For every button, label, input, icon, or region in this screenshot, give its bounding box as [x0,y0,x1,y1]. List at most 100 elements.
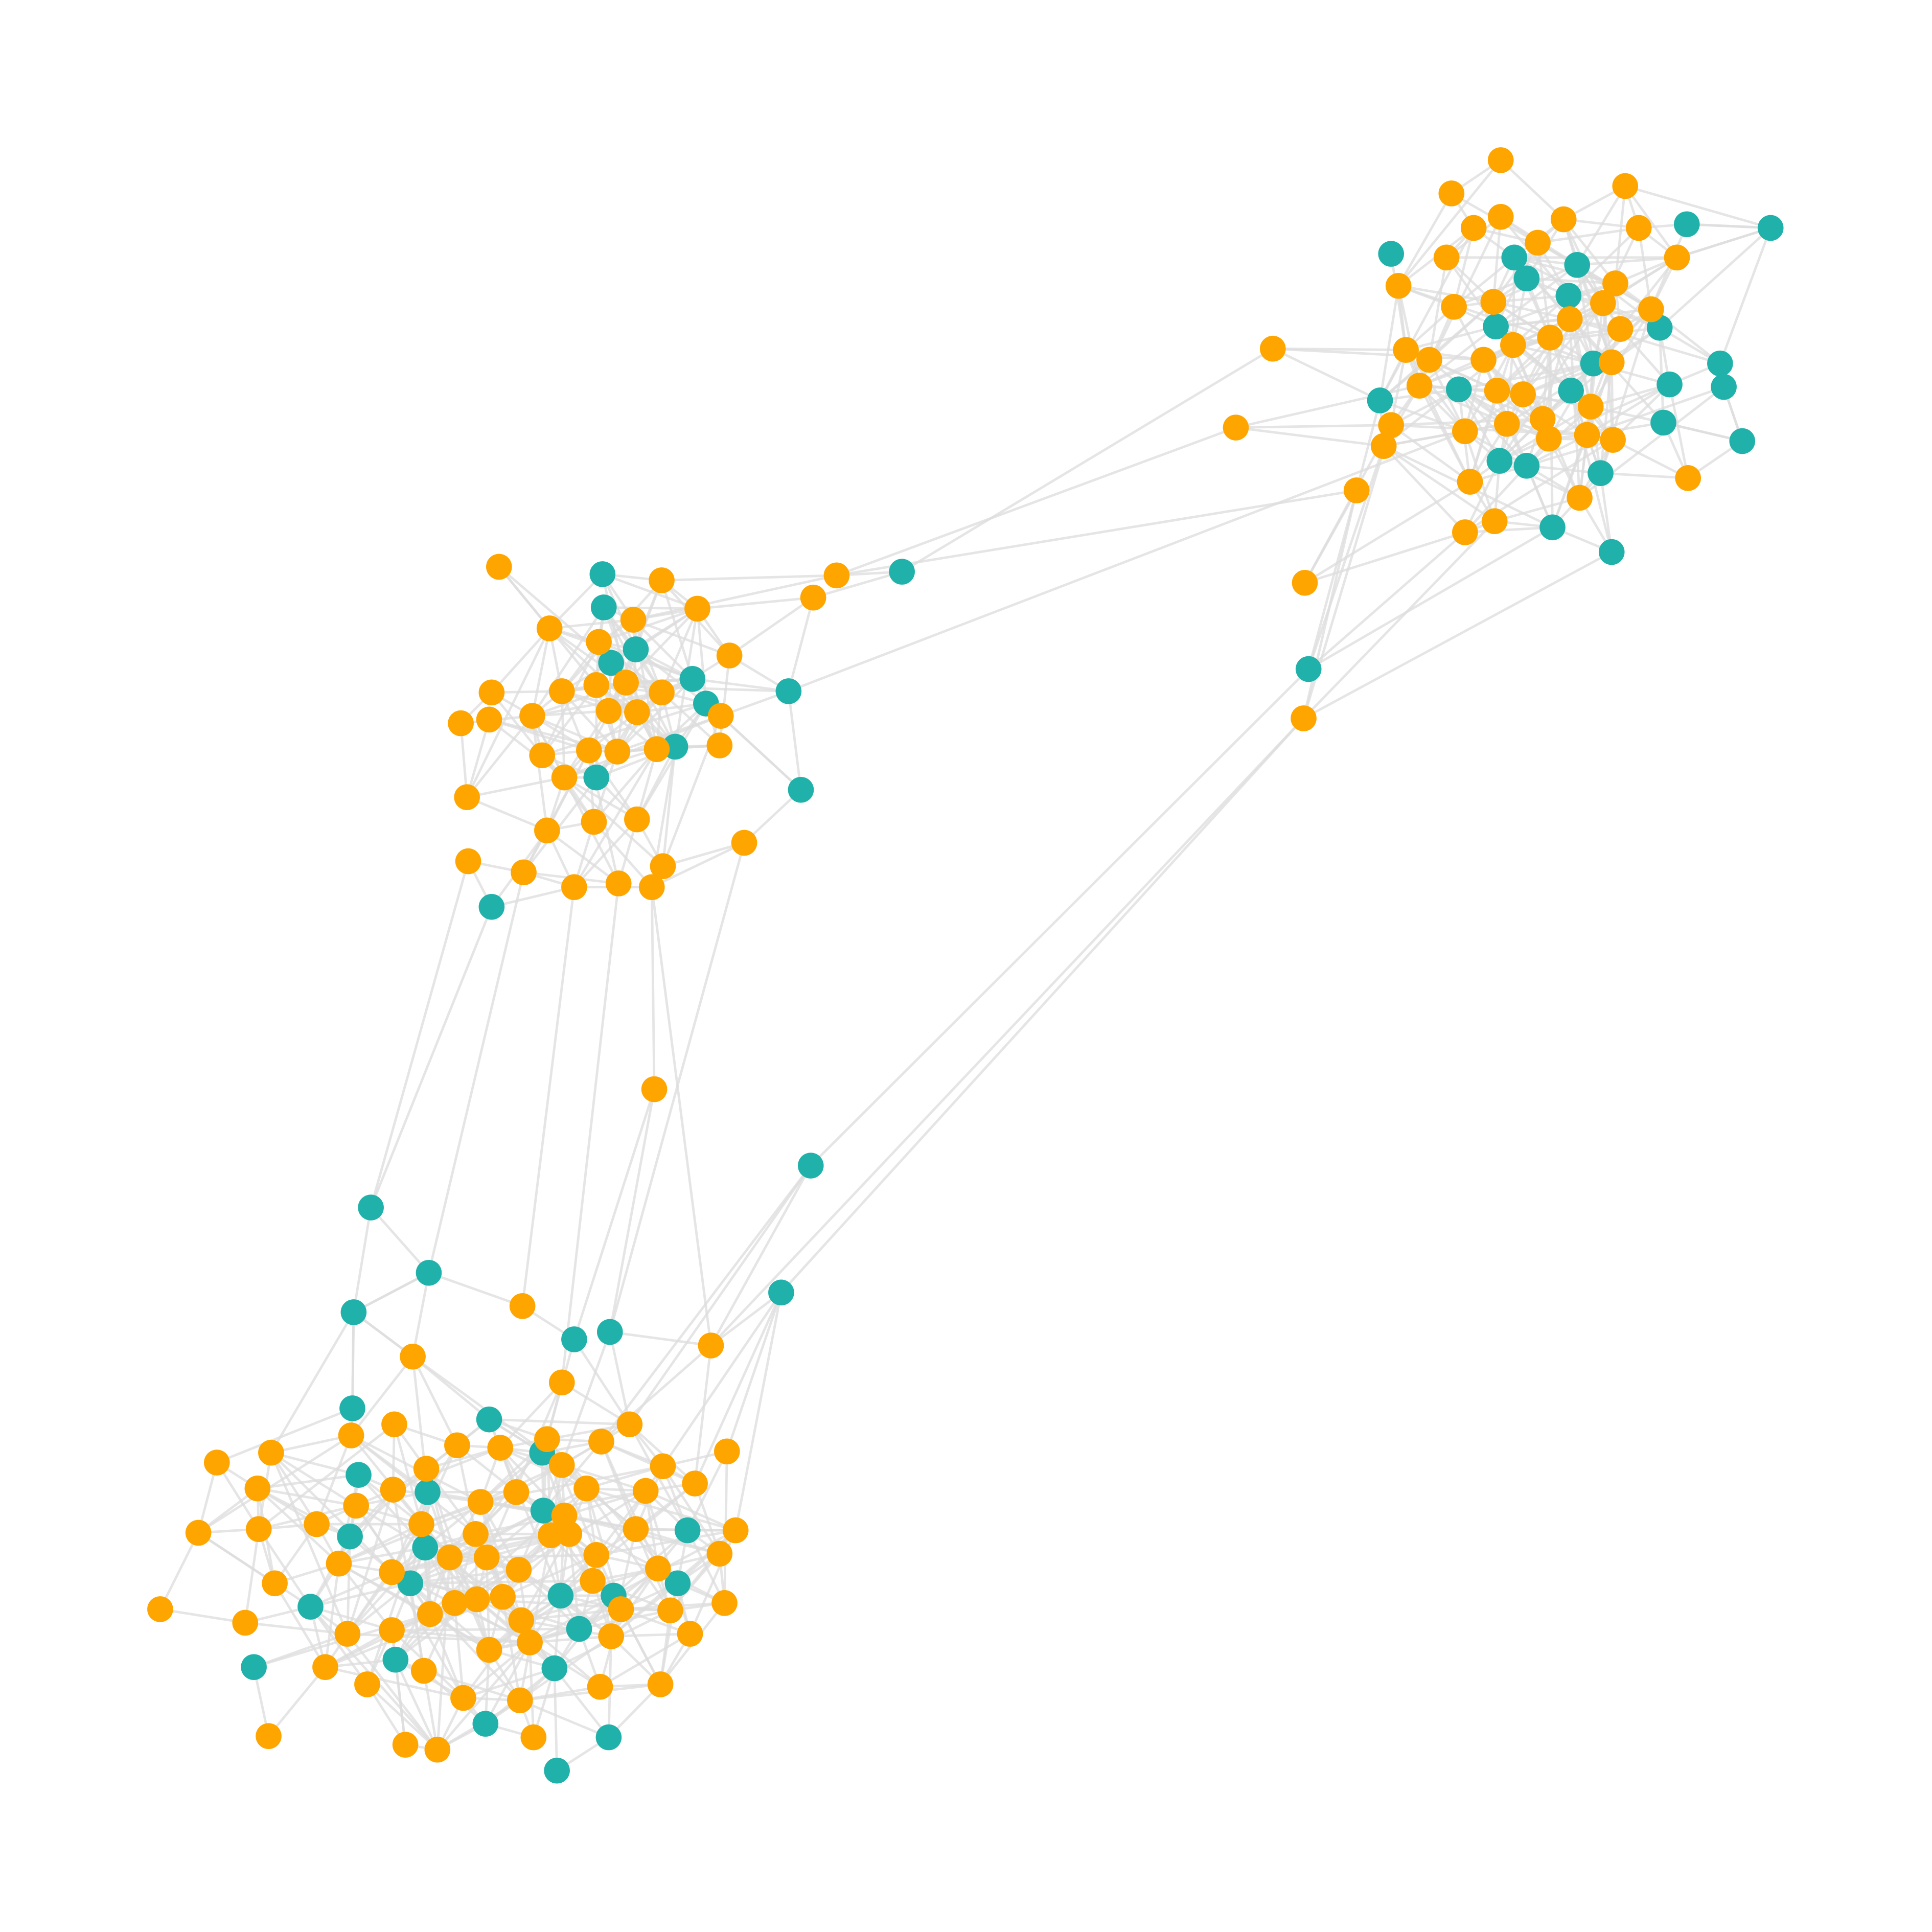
edge [1562,218,1617,284]
teal-node [346,1462,372,1488]
teal-node [595,1724,622,1751]
orange-node [657,1597,683,1624]
orange-node [245,1516,272,1543]
orange-node [649,679,675,706]
orange-node [548,1452,575,1478]
teal-node [1513,265,1540,292]
orange-node [684,595,710,622]
orange-node [1493,410,1520,437]
orange-node [1567,485,1593,511]
orange-node [1487,203,1514,230]
edge [1453,256,1515,308]
orange-node [1598,349,1625,376]
orange-node [561,874,587,901]
orange-node [605,870,632,896]
edge [1569,318,1721,365]
edge [1506,337,1551,425]
edge [1235,426,1384,448]
edge [1663,421,1743,443]
edge [1536,242,1552,338]
orange-node [392,1732,419,1758]
orange-node [1537,325,1563,351]
orange-node [473,1544,500,1571]
teal-node [241,1654,267,1681]
teal-node [623,636,649,662]
teal-node [1657,371,1683,398]
orange-node [326,1550,352,1577]
edge [1390,424,1471,483]
orange-node [417,1601,443,1627]
orange-node [595,698,622,724]
orange-node [1525,229,1551,256]
orange-node [379,1617,405,1643]
edge [532,715,618,753]
orange-node [580,1568,606,1594]
orange-node [381,1411,407,1438]
edge [1610,362,1615,440]
edge [347,1582,411,1635]
edge [521,1607,622,1622]
orange-node [638,874,665,901]
orange-node [262,1570,288,1597]
edge [1600,472,1688,479]
edge [338,1562,393,1631]
edge [609,1330,711,1347]
edge [267,1666,327,1737]
edge [270,1452,318,1525]
edge [633,618,730,657]
edge [1687,223,1771,229]
edge [502,1554,597,1598]
edge [490,692,543,756]
orange-node [380,1477,406,1503]
edge [598,640,693,680]
edge [338,1546,426,1565]
edge [787,691,802,790]
teal-node [1367,387,1393,413]
edge [257,1487,357,1507]
edge [270,1452,357,1507]
edge [1383,430,1465,448]
teal-node [1564,251,1591,278]
teal-node [1707,350,1733,377]
orange-node [1393,337,1419,363]
orange-node [548,1369,575,1396]
orange-node [1574,422,1600,448]
edge [160,1608,246,1624]
orange-node [731,830,757,856]
orange-node [312,1654,338,1681]
edge [608,1089,656,1332]
edge [466,796,548,832]
edge [553,1668,559,1771]
teal-node [382,1646,409,1673]
orange-node [354,1671,380,1697]
edge [1522,318,1571,395]
teal-node [1673,211,1700,238]
orange-node [620,607,647,633]
teal-node [596,1319,623,1345]
edge [697,596,814,610]
orange-node [583,672,610,698]
orange-node [232,1609,259,1636]
edge [257,1474,359,1490]
orange-node [608,1596,634,1622]
edge [1537,226,1639,244]
edge [726,1292,783,1452]
edge [633,574,837,621]
orange-node [604,739,631,765]
edge [1405,349,1466,432]
orange-node [711,1590,738,1616]
edge [393,1424,423,1525]
edge [491,627,550,694]
orange-node [1460,215,1487,241]
edge [487,1553,596,1559]
teal-node [337,1523,363,1550]
teal-node [1588,460,1614,487]
orange-node [1535,425,1562,452]
edge [541,702,707,757]
orange-node [1664,244,1690,271]
edge [1659,227,1772,329]
orange-node [1550,206,1577,233]
edge [573,818,638,888]
orange-node [632,1478,659,1504]
